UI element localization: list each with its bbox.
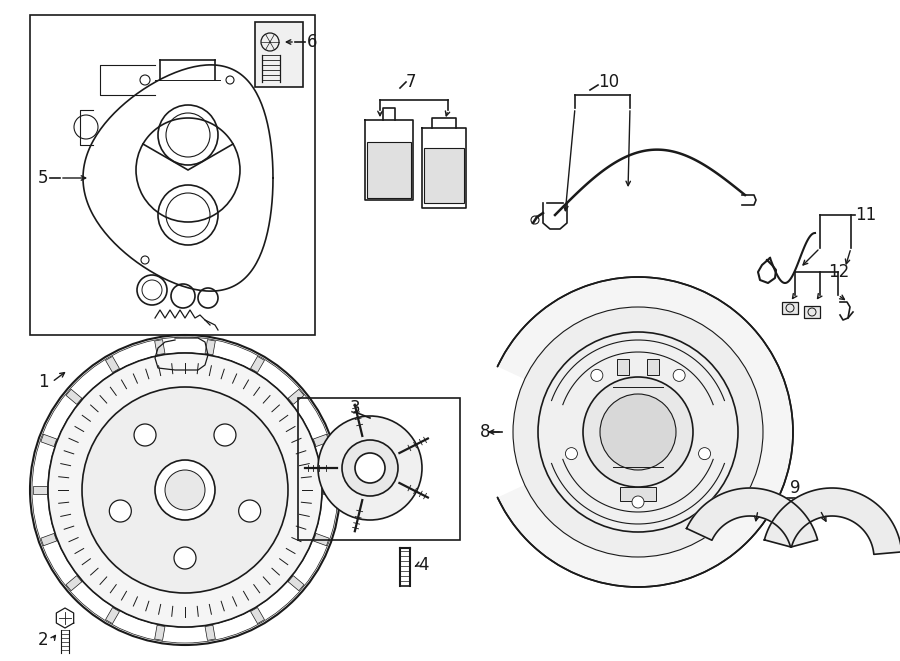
- Circle shape: [698, 447, 711, 459]
- Text: 2: 2: [38, 631, 49, 649]
- Polygon shape: [205, 625, 215, 641]
- Polygon shape: [288, 389, 304, 405]
- Bar: [617, 359, 629, 375]
- Polygon shape: [40, 533, 57, 546]
- Circle shape: [155, 460, 215, 520]
- Polygon shape: [105, 356, 120, 373]
- Text: 6: 6: [307, 33, 318, 51]
- Polygon shape: [250, 356, 265, 373]
- Polygon shape: [155, 625, 165, 641]
- Polygon shape: [66, 389, 82, 405]
- Polygon shape: [205, 340, 215, 355]
- Bar: [804, 306, 820, 318]
- Polygon shape: [313, 533, 329, 546]
- Polygon shape: [687, 488, 817, 547]
- Text: 4: 4: [418, 556, 428, 574]
- Circle shape: [600, 394, 676, 470]
- Circle shape: [342, 440, 398, 496]
- Polygon shape: [313, 434, 329, 447]
- Bar: [620, 487, 656, 501]
- Bar: [30, 15, 315, 335]
- Text: 9: 9: [790, 479, 800, 497]
- Bar: [782, 302, 798, 314]
- Text: 10: 10: [598, 73, 619, 91]
- Text: 8: 8: [480, 423, 491, 441]
- Polygon shape: [66, 576, 82, 591]
- Circle shape: [318, 416, 422, 520]
- Circle shape: [214, 424, 236, 446]
- Circle shape: [82, 387, 288, 593]
- Circle shape: [134, 424, 156, 446]
- Circle shape: [583, 377, 693, 487]
- Bar: [647, 359, 659, 375]
- Text: 1: 1: [38, 373, 49, 391]
- Circle shape: [513, 307, 763, 557]
- Wedge shape: [136, 144, 240, 222]
- Circle shape: [673, 369, 685, 381]
- Circle shape: [538, 332, 738, 532]
- Circle shape: [591, 369, 603, 381]
- Bar: [424, 148, 464, 203]
- Circle shape: [109, 500, 131, 522]
- Polygon shape: [764, 488, 900, 555]
- Polygon shape: [288, 576, 304, 591]
- Circle shape: [238, 500, 261, 522]
- Bar: [255, 22, 303, 87]
- Circle shape: [30, 335, 340, 645]
- Circle shape: [174, 547, 196, 569]
- Circle shape: [165, 470, 205, 510]
- Circle shape: [355, 453, 385, 483]
- Circle shape: [48, 353, 322, 627]
- Text: 5: 5: [38, 169, 49, 187]
- Polygon shape: [105, 607, 120, 623]
- Polygon shape: [33, 486, 47, 494]
- Wedge shape: [478, 364, 638, 500]
- Circle shape: [48, 353, 322, 627]
- Text: 7: 7: [406, 73, 417, 91]
- Polygon shape: [250, 607, 265, 623]
- Circle shape: [565, 447, 578, 459]
- Polygon shape: [323, 486, 337, 494]
- Circle shape: [483, 277, 793, 587]
- Text: 3: 3: [350, 399, 361, 417]
- Polygon shape: [155, 340, 165, 355]
- Text: 12: 12: [828, 263, 850, 281]
- Bar: [298, 398, 460, 540]
- Polygon shape: [40, 434, 57, 447]
- Bar: [367, 142, 411, 198]
- Circle shape: [632, 496, 644, 508]
- Text: 11: 11: [855, 206, 877, 224]
